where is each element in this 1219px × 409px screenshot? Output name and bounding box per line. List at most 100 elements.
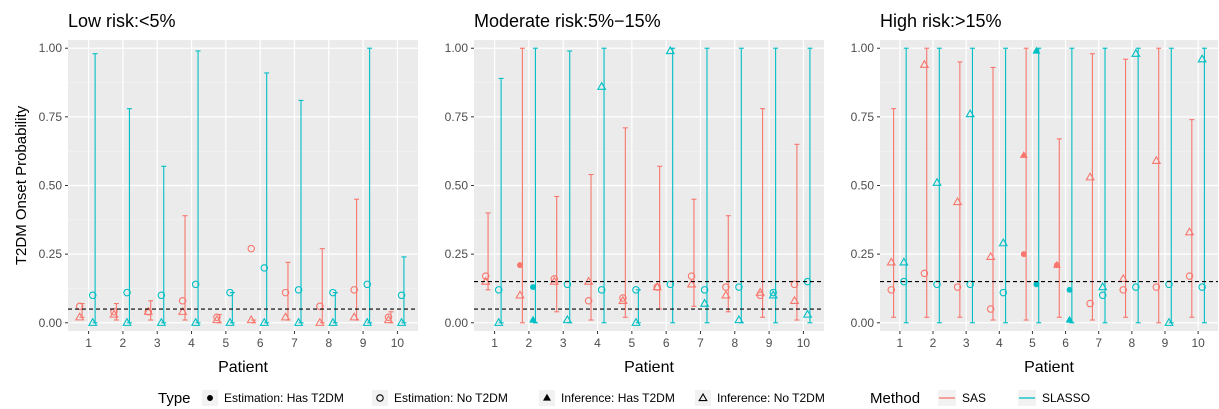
- y-tick-label: 0.00: [39, 316, 63, 330]
- estimation-point: [247, 244, 255, 253]
- inference-point: [899, 257, 909, 266]
- x-axis-label: Patient: [624, 359, 674, 376]
- estimation-point: [1119, 286, 1127, 294]
- inference-point: [190, 317, 201, 326]
- estimation-point: [1185, 272, 1194, 280]
- estimation-point: [530, 284, 536, 291]
- x-tick-label: 8: [325, 336, 332, 350]
- series-slasso: [899, 46, 1207, 326]
- estimation-point: [157, 291, 166, 300]
- inference-point: [122, 317, 132, 326]
- inference-point: [246, 314, 256, 324]
- series-slasso: [493, 45, 813, 326]
- inference-point: [1097, 281, 1108, 291]
- legend: Type Estimation: Has T2DM Estimation: No …: [158, 390, 1090, 407]
- panel-1: 0.00 0.25 0.50 0.75 1.00 1 2 3 4 5 6 7 8 9 10 Low risk:…: [13, 11, 418, 376]
- y-tick-label: 1.00: [851, 41, 875, 55]
- panel-2: 0.00 0.25 0.50 0.75 1.00 1 2 3 4 5 6 7 8 9 10 Moderate …: [445, 11, 824, 376]
- estimation-point: [1132, 283, 1140, 291]
- inference-point: [1184, 227, 1195, 236]
- inference-point: [1164, 317, 1174, 326]
- panel-title: Low risk:<5%: [68, 11, 176, 31]
- estimation-point: [1198, 283, 1206, 291]
- inference-point: [985, 251, 996, 261]
- inference-point: [212, 314, 222, 324]
- legend-method-label: SAS: [962, 391, 986, 405]
- y-tick-label: 0.25: [445, 247, 469, 261]
- panel-title: High risk:>15%: [880, 11, 1002, 31]
- inference-point: [480, 276, 491, 285]
- inference-point: [109, 309, 119, 318]
- legend-type-item: Inference: No T2DM: [695, 390, 825, 406]
- y-tick-label: 1.00: [445, 41, 469, 55]
- series-sas: [74, 198, 394, 326]
- estimation-point: [494, 286, 503, 294]
- estimation-point: [316, 302, 324, 311]
- inference-point: [652, 281, 662, 291]
- x-tick-label: 8: [731, 336, 738, 350]
- inference-point: [1052, 260, 1061, 268]
- legend-type-label: Inference: No T2DM: [717, 391, 825, 405]
- estimation-point: [1098, 291, 1107, 300]
- estimation-point: [999, 288, 1008, 297]
- inference-point: [259, 317, 270, 326]
- legend-method-label: SLASSO: [1042, 391, 1090, 405]
- inference-point: [493, 317, 504, 326]
- x-tick-label: 9: [1162, 336, 1169, 350]
- inference-point: [965, 109, 975, 118]
- x-tick-label: 10: [1191, 336, 1205, 350]
- inference-point: [1197, 54, 1207, 63]
- estimation-point: [294, 286, 303, 294]
- x-axis-label: Patient: [218, 359, 268, 376]
- inference-point: [1065, 315, 1074, 323]
- estimation-point: [735, 283, 743, 291]
- inference-point: [562, 314, 573, 324]
- estimation-point: [363, 280, 371, 289]
- y-tick-label: 0.25: [851, 247, 875, 261]
- x-tick-label: 7: [1095, 336, 1102, 350]
- inference-point: [1032, 46, 1041, 54]
- estimation-point: [769, 288, 777, 297]
- estimation-point: [517, 262, 523, 269]
- inference-point: [886, 257, 897, 266]
- estimation-point: [481, 272, 490, 280]
- x-tick-label: 5: [1029, 336, 1036, 350]
- estimation-point: [260, 264, 269, 272]
- inference-point: [789, 295, 800, 304]
- x-tick-label: 6: [257, 336, 264, 350]
- inference-point: [383, 314, 394, 324]
- legend-filled-triangle-icon: [543, 393, 551, 401]
- inference-point: [156, 317, 167, 326]
- inference-point: [143, 306, 154, 315]
- series-sas: [886, 47, 1195, 324]
- legend-method-title: Method: [870, 390, 920, 407]
- y-tick-label: 0.50: [445, 179, 469, 193]
- estimation-point: [887, 286, 896, 294]
- inference-point: [328, 317, 338, 326]
- x-tick-label: 3: [560, 336, 567, 350]
- inference-point: [583, 276, 594, 285]
- x-tick-label: 7: [697, 336, 704, 350]
- x-tick-label: 9: [360, 336, 367, 350]
- inference-point: [1085, 172, 1095, 181]
- x-tick-label: 4: [188, 336, 195, 350]
- legend-type-item: Estimation: No T2DM: [372, 390, 508, 406]
- estimation-point: [632, 286, 640, 294]
- y-tick-label: 0.75: [851, 110, 875, 124]
- inference-point: [349, 312, 359, 321]
- estimation-point: [966, 280, 974, 289]
- y-axis-label: T2DM Onset Probability: [13, 105, 30, 265]
- estimation-point: [397, 291, 406, 300]
- inference-point: [618, 295, 628, 304]
- legend-key: [695, 390, 711, 406]
- estimation-point: [75, 302, 84, 311]
- inference-point: [721, 290, 731, 299]
- inference-point: [396, 317, 407, 326]
- legend-type-label: Inference: Has T2DM: [561, 391, 675, 405]
- estimation-point: [619, 294, 627, 302]
- legend-type-label: Estimation: No T2DM: [394, 391, 508, 405]
- x-tick-label: 8: [1128, 336, 1135, 350]
- y-tick-label: 0.75: [445, 110, 469, 124]
- inference-point: [362, 317, 372, 326]
